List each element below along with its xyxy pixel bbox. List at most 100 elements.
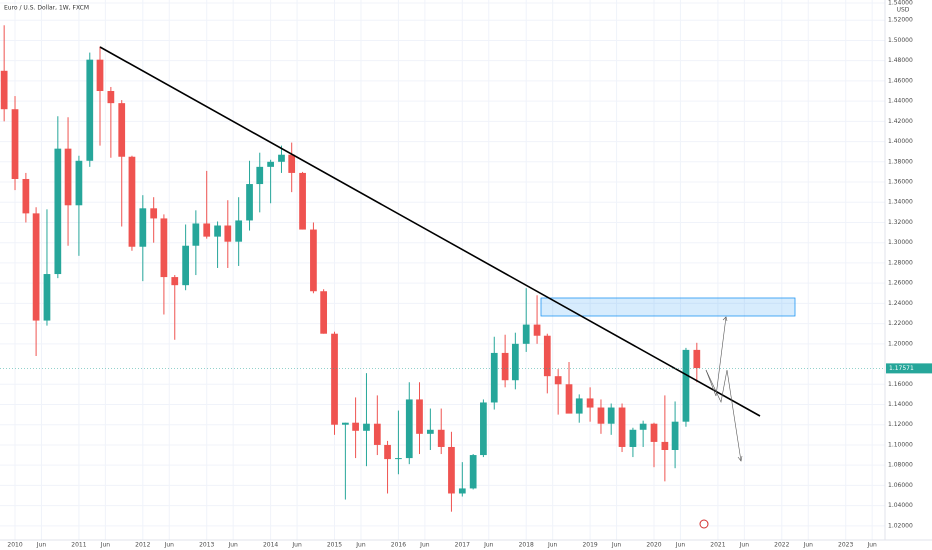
candle-body xyxy=(395,458,402,460)
candle-body xyxy=(458,488,466,494)
candle-body xyxy=(597,407,605,424)
x-tick-label: 2010 xyxy=(7,542,22,549)
y-tick-label: 1.28000 xyxy=(888,259,913,266)
y-tick-label: 1.24000 xyxy=(888,300,913,307)
candle-body xyxy=(565,384,573,414)
y-tick-label: 1.14000 xyxy=(888,401,913,408)
x-tick-label: 2018 xyxy=(519,542,534,549)
x-tick-label: 2019 xyxy=(582,542,597,549)
candle-body xyxy=(256,166,264,185)
x-tick-label: Jun xyxy=(227,542,238,549)
candle-body xyxy=(586,398,594,408)
candle-body xyxy=(522,324,530,344)
x-tick-label: Jun xyxy=(547,542,558,549)
candle-body xyxy=(0,70,8,110)
candle-body xyxy=(182,245,189,286)
arrow-head xyxy=(722,316,728,322)
x-tick-label: Jun xyxy=(483,542,494,549)
x-tick-label: Jun xyxy=(164,542,175,549)
candle-body xyxy=(32,213,40,321)
y-tick-label: 1.04000 xyxy=(888,502,913,509)
candle-body xyxy=(469,455,477,489)
x-tick-label: Jun xyxy=(36,542,47,549)
candle-body xyxy=(416,399,423,434)
candle-body xyxy=(107,91,115,104)
candle-body xyxy=(22,178,30,214)
candle-body xyxy=(543,335,551,377)
candle-body xyxy=(501,352,509,381)
candle-body xyxy=(288,154,296,173)
y-tick-label: 1.16000 xyxy=(888,381,913,388)
y-tick-label: 1.36000 xyxy=(888,179,913,186)
candle-body xyxy=(299,172,306,230)
candle-body xyxy=(86,59,94,161)
y-tick-label: 1.54000 xyxy=(888,0,913,7)
x-tick-label: 2023 xyxy=(838,542,853,549)
y-tick-label: 1.08000 xyxy=(888,462,913,469)
y-tick-label: 1.32000 xyxy=(888,219,913,226)
y-tick-label: 1.38000 xyxy=(888,158,913,165)
candle-body xyxy=(511,343,519,381)
chart-title: Euro / U.S. Dollar, 1W, FXCM xyxy=(4,5,89,12)
y-tick-label: 1.52000 xyxy=(888,17,913,24)
x-tick-label: Jun xyxy=(100,542,111,549)
y-tick-label: 1.02000 xyxy=(888,522,913,529)
candle-body xyxy=(320,291,328,334)
arrow-head xyxy=(737,455,743,462)
candle-body xyxy=(267,161,274,167)
candles xyxy=(0,25,701,512)
candle-body xyxy=(310,229,317,292)
zone-box xyxy=(540,297,796,317)
y-tick-label: 1.20000 xyxy=(888,340,913,347)
x-tick-label: Jun xyxy=(419,542,430,549)
y-tick-label: 1.26000 xyxy=(888,280,913,287)
x-tick-label: 2013 xyxy=(199,542,214,549)
x-tick-label: Jun xyxy=(675,542,686,549)
candle-body xyxy=(64,148,72,206)
x-tick-label: 2022 xyxy=(774,542,789,549)
y-tick-label: 1.22000 xyxy=(888,320,913,327)
candle-body xyxy=(437,429,445,447)
candle-body xyxy=(373,423,381,445)
x-tick-label: 2011 xyxy=(71,542,86,549)
candle-body xyxy=(682,349,690,422)
y-tick-label: 1.12000 xyxy=(888,421,913,428)
candle-body xyxy=(363,423,370,431)
candle-body xyxy=(96,59,104,92)
candle-body xyxy=(54,148,62,275)
candle-body xyxy=(575,398,583,414)
candle-body xyxy=(607,407,615,424)
candle-body xyxy=(139,208,147,247)
candle-body xyxy=(533,324,541,336)
event-icon[interactable] xyxy=(699,519,709,529)
x-tick-label: 2021 xyxy=(710,542,725,549)
candle-body xyxy=(160,218,168,278)
y-tick-label: 1.06000 xyxy=(888,482,913,489)
candle-body xyxy=(426,429,434,434)
candle-body xyxy=(203,223,211,237)
trend-line xyxy=(99,46,761,417)
y-tick-label: 1.46000 xyxy=(888,77,913,84)
x-tick-label: 2017 xyxy=(455,542,470,549)
y-tick-label: 1.30000 xyxy=(888,239,913,246)
candle-body xyxy=(150,208,158,219)
y-tick-label: 1.10000 xyxy=(888,441,913,448)
candle-body xyxy=(342,422,349,425)
candle-body xyxy=(650,423,658,442)
candle-body xyxy=(331,333,338,425)
arrow-up xyxy=(705,316,727,397)
x-tick-label: 2012 xyxy=(135,542,150,549)
candle-body xyxy=(405,399,413,459)
x-tick-label: 2020 xyxy=(646,542,661,549)
y-tick-label: 1.42000 xyxy=(888,118,913,125)
candle-body xyxy=(693,349,701,369)
candle-body xyxy=(246,184,253,221)
candle-body xyxy=(629,429,637,447)
candle-body xyxy=(75,160,83,206)
y-tick-label: 1.40000 xyxy=(888,138,913,145)
candle-body xyxy=(352,422,359,431)
candle-body xyxy=(278,154,285,162)
